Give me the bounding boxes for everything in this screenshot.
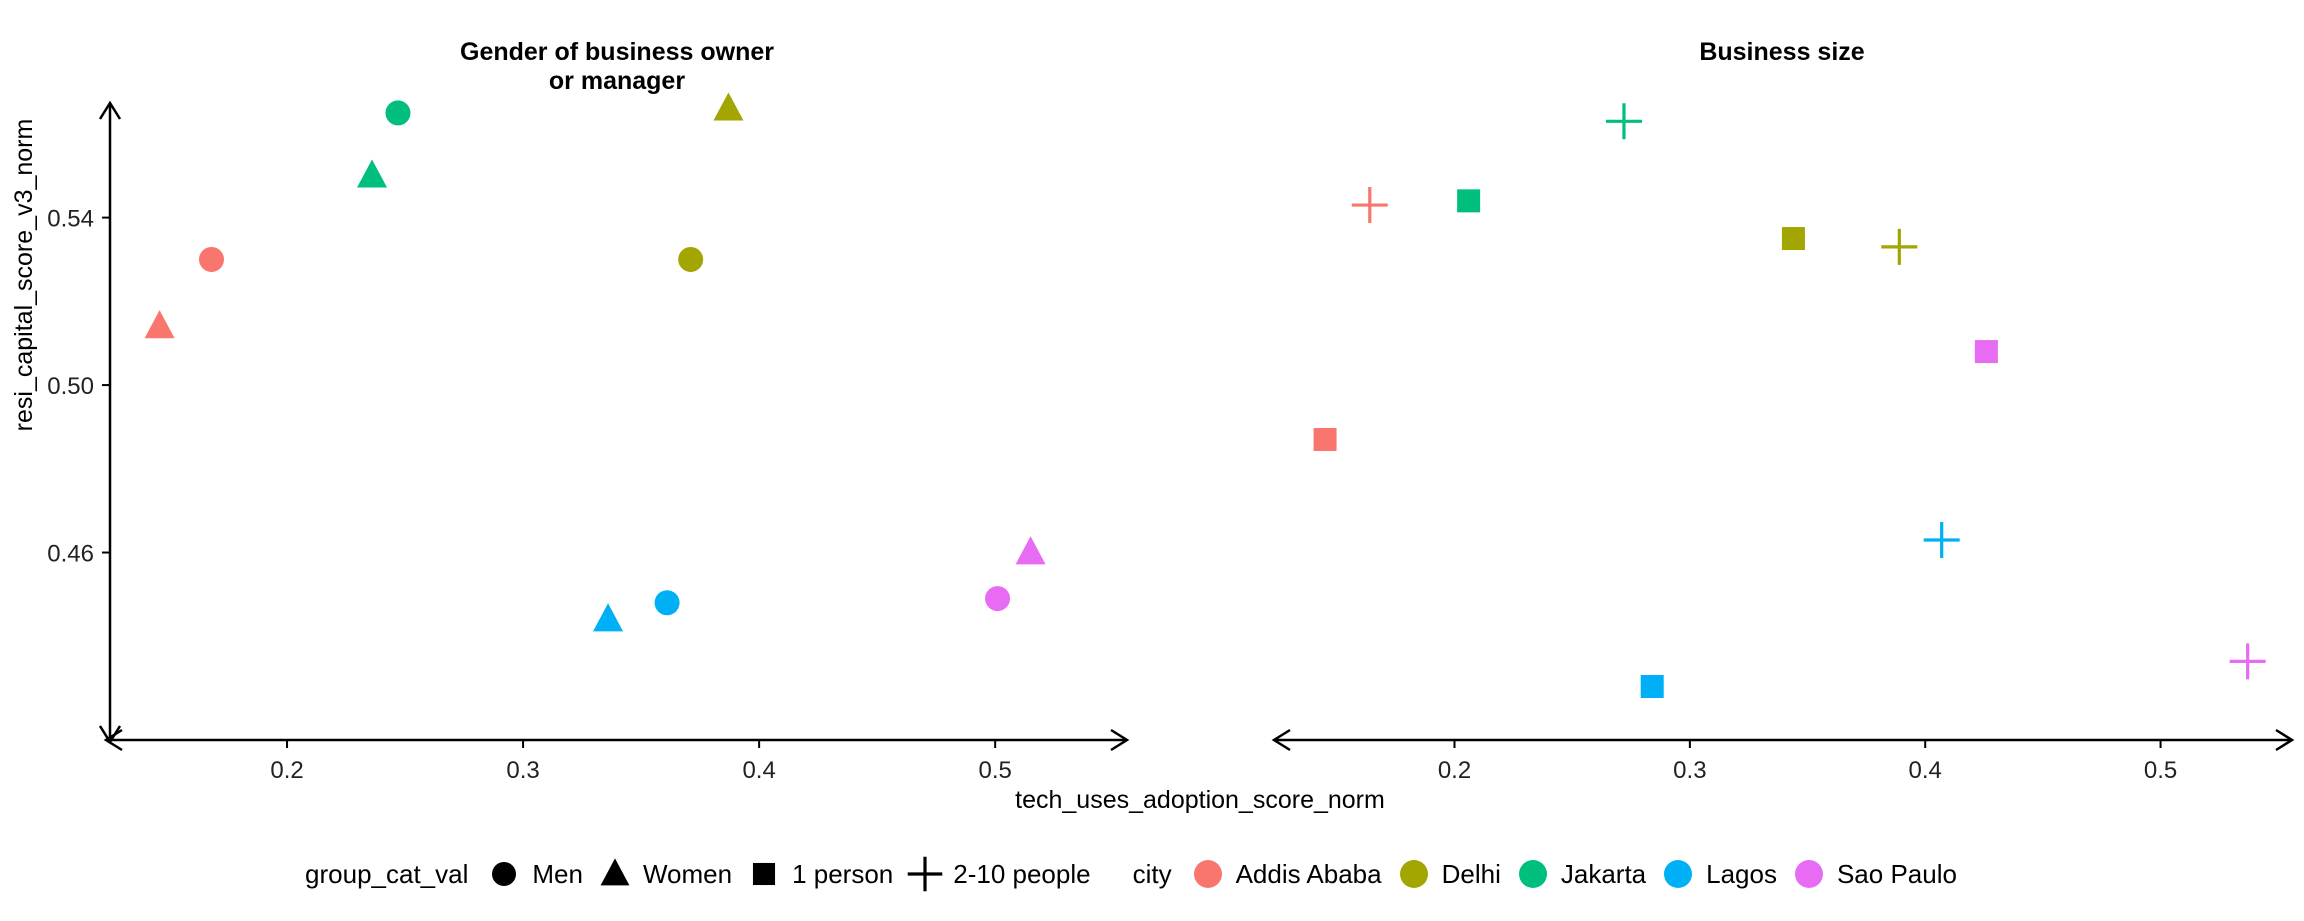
point-addis-ababa-men — [199, 246, 224, 272]
legend-label: Delhi — [1441, 858, 1501, 889]
point-addis-ababa-women — [144, 310, 175, 339]
y-tick-label: 0.46 — [47, 541, 94, 568]
sao-paulo-key — [1794, 860, 1823, 888]
x-tick-label: 0.5 — [978, 757, 1011, 784]
legend-label: Men — [532, 858, 583, 889]
point-jakarta-1-person — [1457, 189, 1481, 213]
legend-item-men: Men — [486, 856, 583, 892]
x-axis-arrow-right — [2275, 728, 2295, 752]
men-key — [492, 862, 517, 886]
x-axis-arrow-right — [1110, 728, 1130, 752]
point-sao-paulo-men — [985, 586, 1011, 612]
women-key — [600, 858, 630, 886]
x-tick-label: 0.2 — [1438, 757, 1471, 784]
legend-label: Lagos — [1706, 858, 1777, 889]
point-sao-paulo-1-person — [1974, 340, 1998, 364]
panel-title: Business size — [1699, 38, 1864, 66]
point-delhi-men — [678, 246, 704, 272]
point-lagos-women — [593, 603, 624, 632]
shape-legend: group_cat_val Men Women 1 person 2-10 peopl… — [305, 856, 1105, 892]
x-tick-label: 0.2 — [270, 757, 303, 784]
1-person-key — [753, 862, 776, 886]
legend-item-women: Women — [597, 856, 732, 892]
x-axis-label: tech_uses_adoption_score_norm — [1015, 786, 1385, 814]
x-tick-label: 0.4 — [742, 757, 775, 784]
y-axis-arrow-bottom — [98, 725, 122, 745]
legend-item-lagos: Lagos — [1660, 856, 1777, 892]
point-lagos-men — [654, 590, 680, 616]
x-tick-label: 0.4 — [1909, 757, 1942, 784]
panel-gender: Gender of business owner or manager 0.2 0.3… — [47, 38, 1130, 784]
legend-item-jakarta: Jakarta — [1515, 856, 1646, 892]
point-lagos-2-10-people — [1923, 521, 1960, 558]
point-sao-paulo-women — [1015, 536, 1046, 565]
panel-title: Gender of business owner or manager — [460, 38, 774, 95]
legend-label: 1 person — [792, 858, 894, 889]
point-addis-ababa-2-10-people — [1351, 187, 1388, 224]
y-tick-label: 0.54 — [47, 206, 94, 233]
legend-label: Jakarta — [1560, 858, 1647, 889]
x-tick-label: 0.3 — [1673, 757, 1706, 784]
legend-item-addis-ababa: Addis Ababa — [1190, 856, 1382, 892]
y-axis-arrow-top — [98, 100, 122, 120]
shape-legend-title: group_cat_val — [305, 858, 469, 889]
point-jakarta-men — [385, 100, 411, 126]
point-lagos-1-person — [1640, 675, 1664, 699]
point-sao-paulo-2-10-people — [2229, 643, 2266, 680]
point-jakarta-2-10-people — [1605, 103, 1642, 140]
legend-label: Sao Paulo — [1836, 858, 1957, 889]
legend-label: 2-10 people — [953, 858, 1091, 889]
lagos-key — [1664, 860, 1693, 888]
legend-item-delhi: Delhi — [1396, 856, 1501, 892]
legend: group_cat_val Men Women 1 person 2-10 peopl… — [0, 838, 2304, 910]
point-delhi-women — [713, 92, 744, 121]
delhi-key — [1399, 860, 1428, 888]
legend-label: Addis Ababa — [1235, 858, 1382, 889]
2-10-people-key — [907, 856, 943, 892]
addis-ababa-key — [1193, 860, 1222, 888]
point-delhi-1-person — [1781, 227, 1805, 251]
point-delhi-2-10-people — [1881, 228, 1918, 265]
legend-label: Women — [642, 858, 733, 889]
point-addis-ababa-1-person — [1313, 427, 1337, 451]
color-legend: city Addis Ababa Delhi Jakarta Lagos Sao Pau… — [1133, 856, 1971, 892]
legend-item-2-10-people: 2-10 people — [907, 856, 1091, 892]
y-tick-label: 0.50 — [47, 373, 94, 400]
x-tick-label: 0.5 — [2144, 757, 2177, 784]
legend-item-1-person: 1 person — [746, 856, 893, 892]
panel-business-size: Business size 0.2 0.3 0.4 0.5 — [1271, 38, 2295, 784]
point-jakarta-women — [357, 159, 388, 188]
jakarta-key — [1518, 860, 1547, 888]
y-axis-label: resi_capital_score_v3_norm — [10, 119, 38, 432]
x-axis-arrow-left — [1271, 728, 1291, 752]
legend-item-sao-paulo: Sao Paulo — [1791, 856, 1957, 892]
x-tick-label: 0.3 — [506, 757, 539, 784]
color-legend-title: city — [1132, 858, 1172, 889]
